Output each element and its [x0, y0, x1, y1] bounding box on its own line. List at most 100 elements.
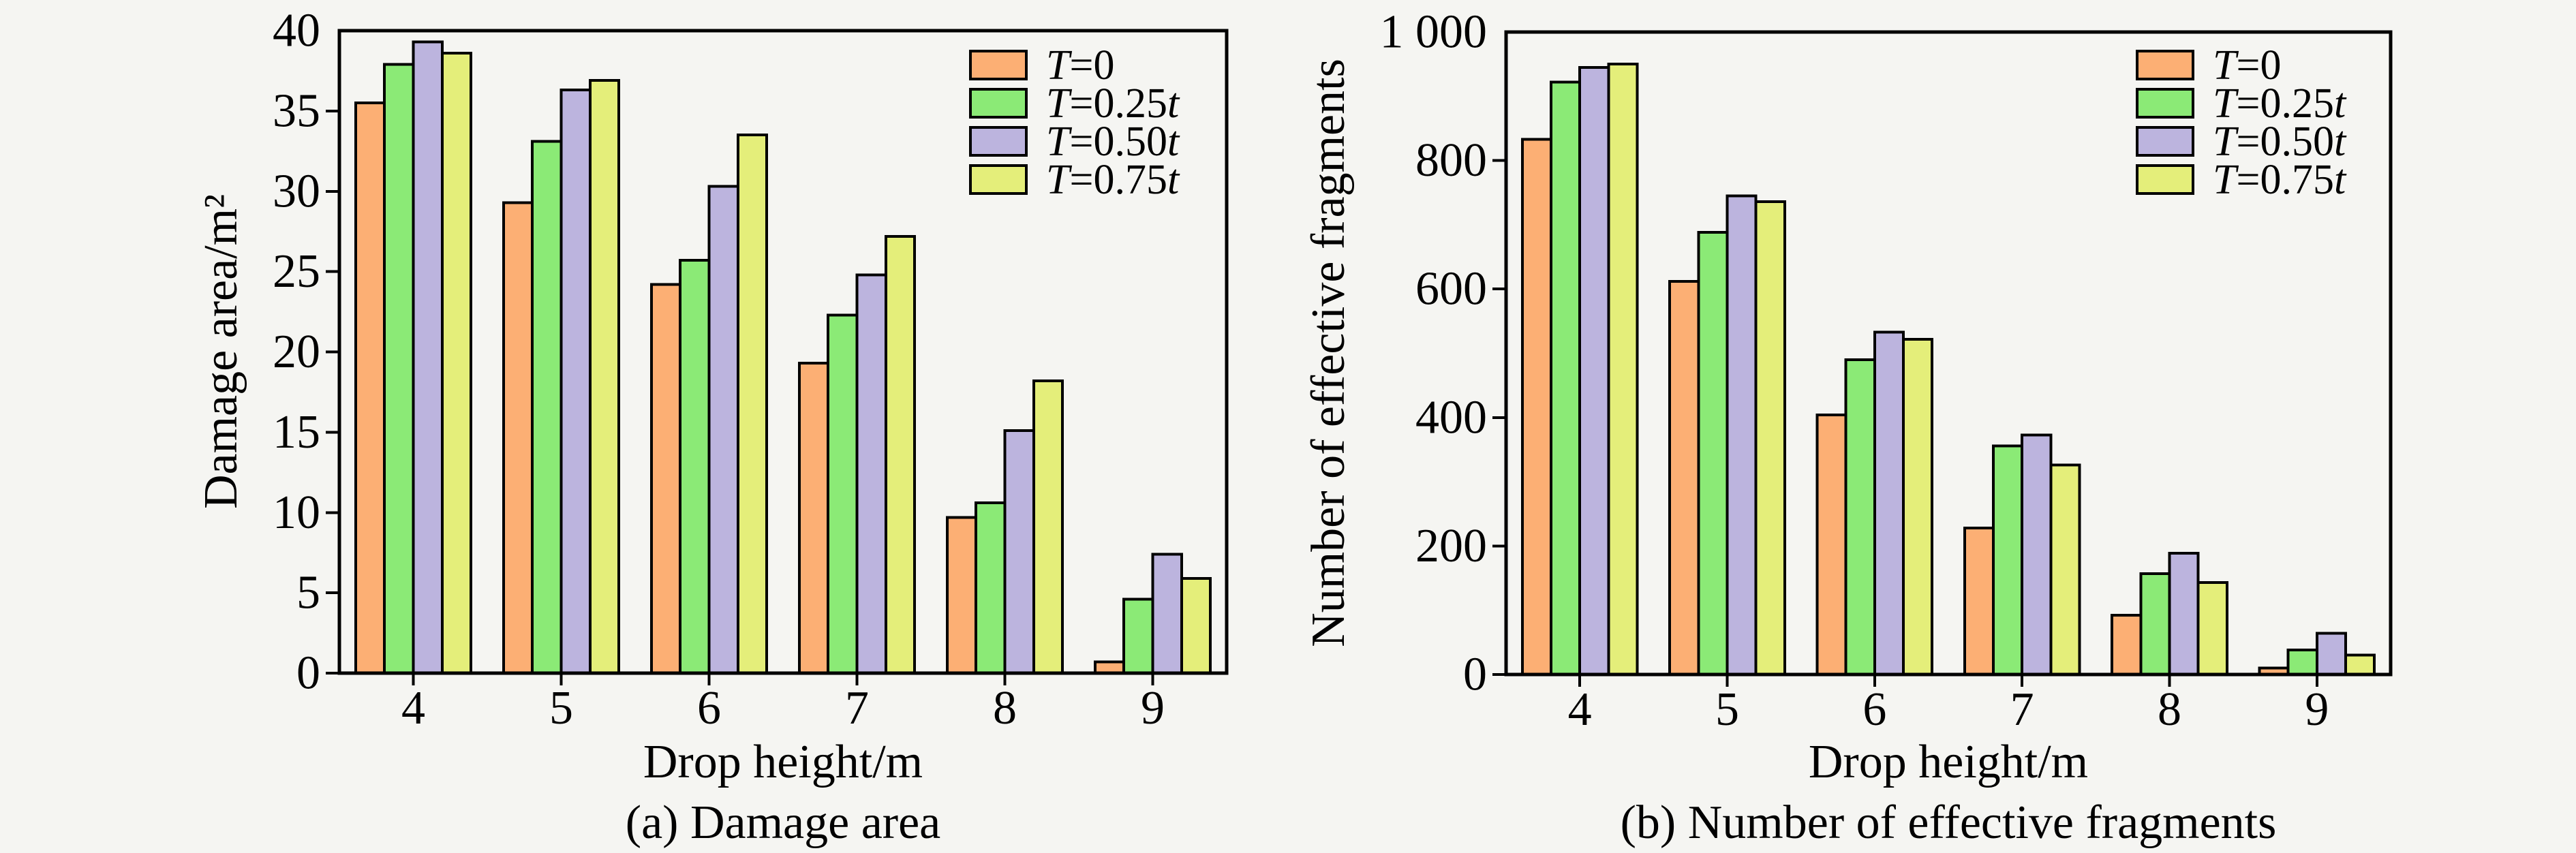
y-tick-label: 5: [296, 567, 320, 619]
legend-swatch-icon: [2136, 126, 2194, 157]
bar: [2286, 649, 2318, 677]
bar: [945, 516, 978, 674]
legend-swatch-icon: [969, 126, 1028, 157]
y-tick-label: 0: [296, 647, 320, 700]
legend-label: T=0.75t: [2213, 156, 2346, 203]
bar: [383, 63, 415, 674]
bar: [1122, 598, 1154, 674]
legend-item: T=0.50t: [969, 121, 1179, 163]
bar: [1844, 358, 1876, 677]
bar: [412, 40, 444, 674]
x-tick-label: 8: [2158, 683, 2181, 736]
bar: [707, 185, 739, 674]
bar: [1550, 80, 1582, 677]
bar: [736, 134, 769, 674]
x-tick-label: 9: [2305, 683, 2329, 736]
y-tick-label: 40: [273, 5, 320, 57]
bar: [1607, 63, 1639, 676]
bar: [1668, 279, 1700, 676]
x-tick-label: 4: [401, 682, 425, 734]
panel-a-x-axis-label: Drop height/m: [643, 736, 923, 788]
x-tick-label: 7: [2010, 683, 2034, 736]
bar: [2139, 572, 2171, 677]
legend-label: T=0.75t: [1046, 156, 1180, 203]
bar: [1003, 429, 1035, 674]
legend-label: T=0: [2213, 42, 2282, 89]
x-tick-label: 5: [1715, 683, 1739, 736]
x-tick-label: 4: [1568, 683, 1592, 736]
panel-a-caption: (a) Damage area: [625, 796, 941, 849]
legend-item: T=0.50t: [2136, 121, 2346, 163]
y-tick-label: 20: [273, 326, 320, 378]
legend-label: T=0.25t: [1046, 80, 1180, 127]
bar: [679, 259, 711, 675]
panel-b-legend: T=0 T=0.25t T=0.50t T=0.75t: [2136, 44, 2346, 202]
legend-item: T=0: [969, 44, 1179, 87]
bar: [884, 234, 917, 674]
y-tick-label: 30: [273, 165, 320, 217]
bar: [1180, 576, 1212, 675]
bar: [2111, 614, 2143, 677]
bar: [2049, 463, 2081, 676]
bar: [2344, 653, 2376, 677]
legend-swatch-icon: [969, 50, 1028, 80]
bar: [1992, 444, 2024, 676]
bar: [1726, 194, 1758, 676]
bar: [1873, 330, 1905, 676]
bar: [1578, 65, 1610, 676]
x-tick-label: 6: [1862, 683, 1886, 736]
bar: [827, 313, 859, 674]
bar: [2021, 433, 2053, 676]
panel-a-y-axis-label: Damage area/m²: [195, 193, 247, 510]
x-tick-label: 7: [845, 682, 869, 734]
bar: [1151, 553, 1183, 674]
bar: [2196, 581, 2228, 677]
bar: [1032, 379, 1064, 675]
y-tick-label: 0: [1463, 649, 1487, 701]
y-tick-label: 1 000: [1380, 6, 1488, 59]
y-tick-label: 400: [1415, 391, 1487, 444]
legend-swatch-icon: [2136, 164, 2194, 195]
legend-swatch-icon: [2136, 88, 2194, 119]
bar: [1963, 527, 1995, 676]
y-tick-label: 15: [273, 406, 320, 459]
bar: [1902, 337, 1934, 676]
legend-item: T=0.25t: [2136, 82, 2346, 125]
bar: [1815, 414, 1847, 676]
bar: [975, 501, 1007, 674]
bar: [588, 79, 621, 675]
bar: [502, 201, 534, 674]
bar: [531, 140, 563, 674]
y-tick-label: 35: [273, 84, 320, 137]
x-tick-label: 6: [697, 682, 721, 734]
legend-swatch-icon: [969, 88, 1028, 119]
bar: [1520, 138, 1553, 676]
plot-border-b: [1504, 30, 2393, 677]
panel-b-caption: (b) Number of effective fragments: [1620, 796, 2277, 849]
bar: [440, 52, 473, 674]
y-tick-label: 25: [273, 245, 320, 298]
bar: [1697, 231, 1729, 676]
legend-label: T=0.50t: [2213, 118, 2346, 165]
bar: [2315, 632, 2348, 676]
y-tick-label: 200: [1415, 520, 1487, 572]
x-tick-label: 8: [993, 682, 1017, 734]
x-tick-label: 9: [1141, 682, 1165, 734]
legend-item: T=0.75t: [969, 159, 1179, 201]
legend-swatch-icon: [2136, 50, 2194, 80]
bar: [1754, 200, 1786, 676]
legend-item: T=0.25t: [969, 82, 1179, 125]
x-tick-label: 5: [549, 682, 573, 734]
bar: [797, 362, 830, 674]
y-tick-label: 600: [1415, 263, 1487, 315]
y-tick-label: 10: [273, 486, 320, 539]
legend-item: T=0.75t: [2136, 159, 2346, 201]
bar: [354, 102, 386, 675]
y-tick-label: 800: [1415, 134, 1487, 187]
bar: [855, 273, 887, 674]
panel-b-x-axis-label: Drop height/m: [1808, 736, 2089, 788]
panel-a-legend: T=0 T=0.25t T=0.50t T=0.75t: [969, 44, 1179, 202]
legend-label: T=0.25t: [2213, 80, 2346, 127]
